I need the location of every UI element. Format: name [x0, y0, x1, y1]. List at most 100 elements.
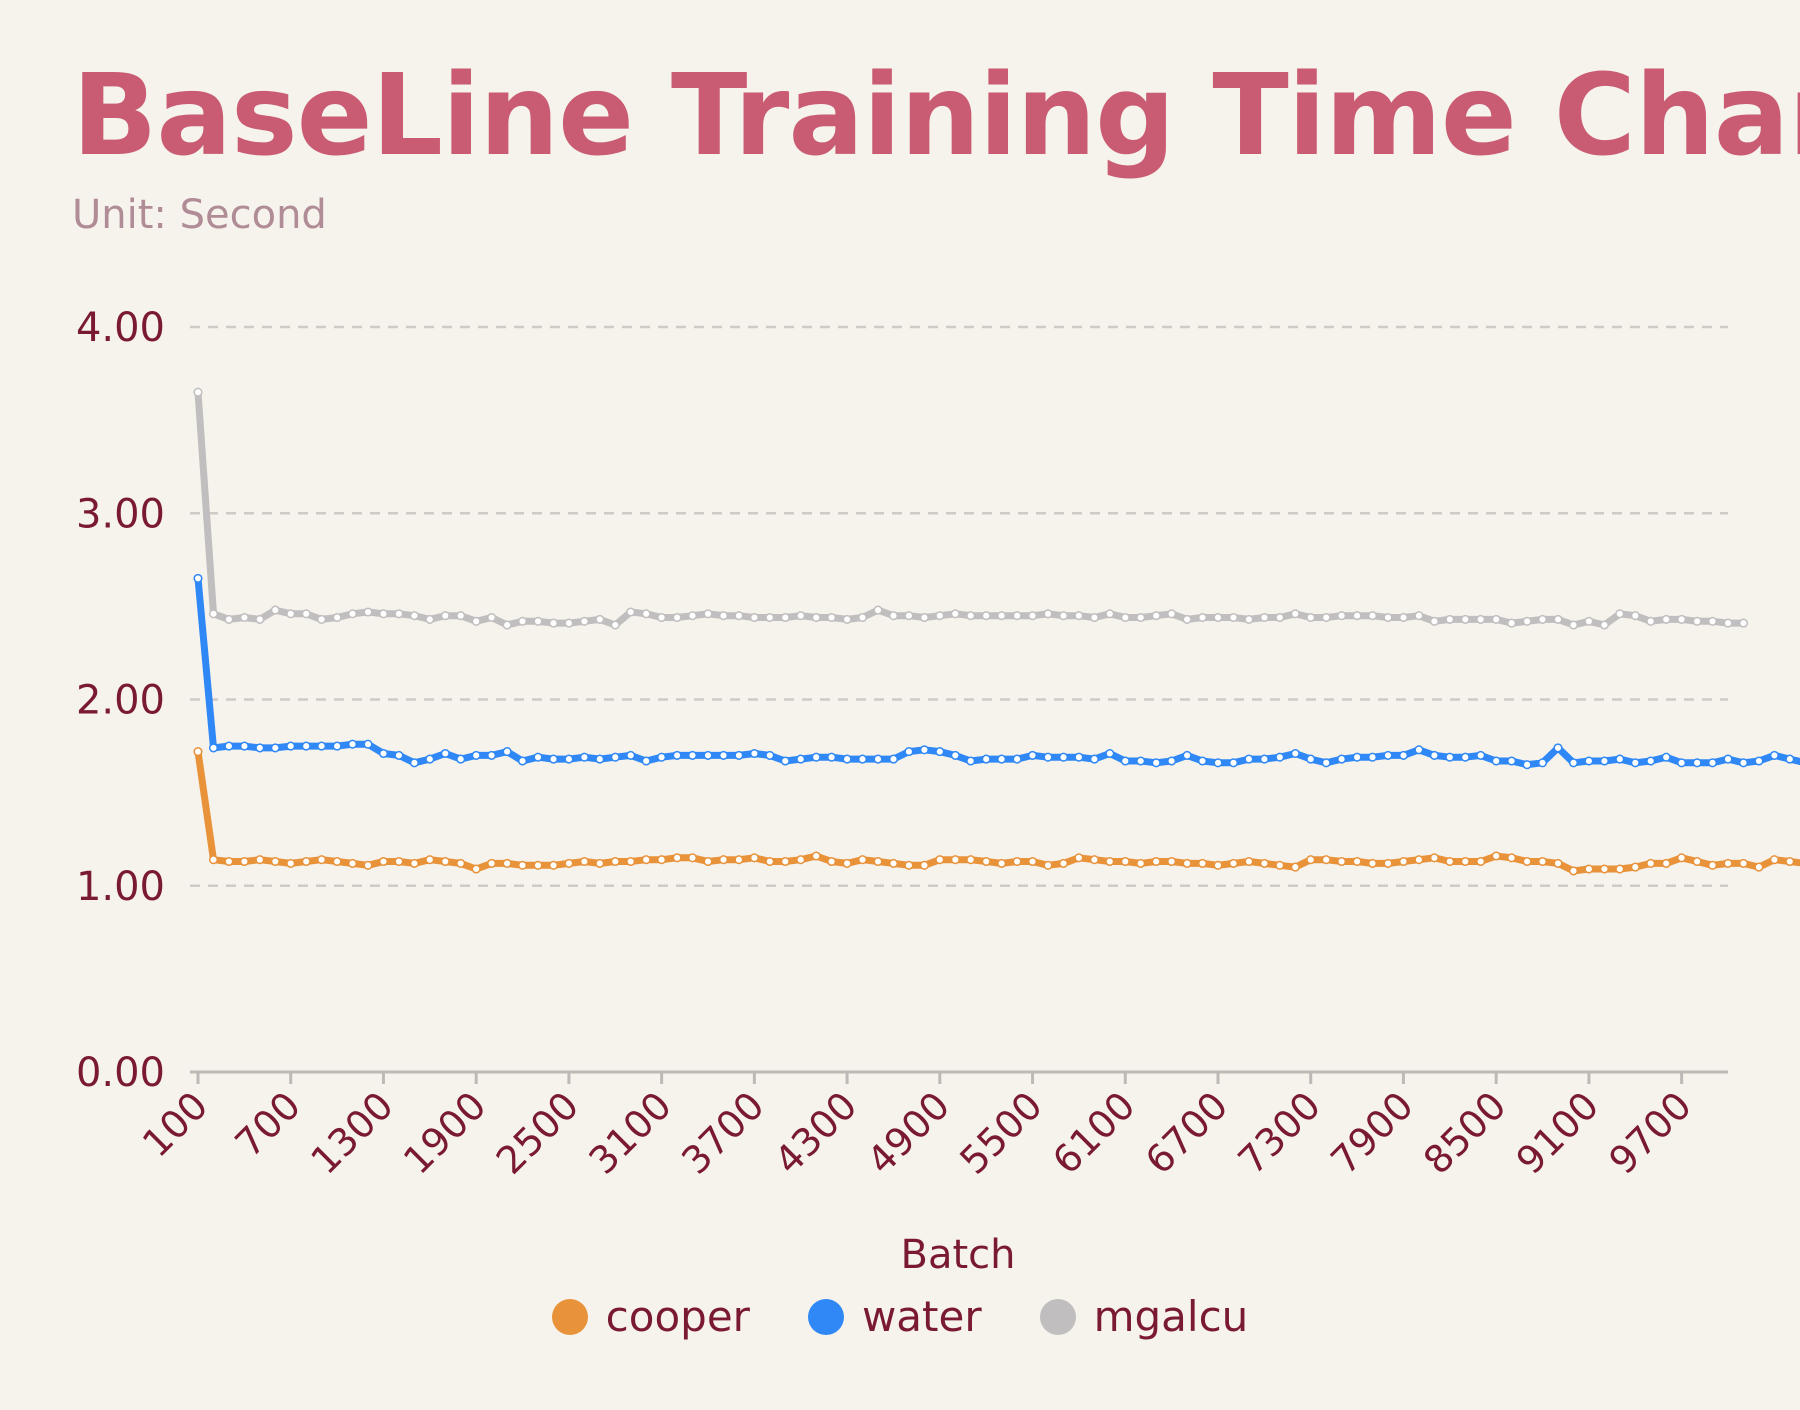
data-point[interactable] — [966, 855, 976, 865]
data-point[interactable] — [1197, 612, 1208, 623]
data-point[interactable] — [301, 609, 311, 619]
data-point[interactable] — [1661, 614, 1671, 624]
data-point[interactable] — [1522, 856, 1532, 867]
data-point[interactable] — [765, 750, 775, 760]
data-point[interactable] — [1012, 856, 1022, 867]
data-point[interactable] — [765, 612, 775, 623]
data-point[interactable] — [1738, 858, 1749, 868]
data-point[interactable] — [610, 620, 620, 630]
data-point[interactable] — [935, 747, 945, 757]
data-point[interactable] — [1553, 743, 1563, 753]
data-point[interactable] — [1398, 612, 1409, 623]
data-point[interactable] — [641, 756, 651, 766]
data-point[interactable] — [1677, 614, 1687, 624]
data-point[interactable] — [1491, 851, 1501, 861]
data-point[interactable] — [1290, 609, 1300, 619]
data-point[interactable] — [378, 856, 389, 867]
data-point[interactable] — [1723, 754, 1733, 764]
data-point[interactable] — [1429, 616, 1439, 626]
data-point[interactable] — [1259, 858, 1269, 868]
data-point[interactable] — [1599, 620, 1609, 630]
data-point[interactable] — [796, 855, 806, 865]
data-point[interactable] — [193, 387, 203, 397]
data-point[interactable] — [1692, 616, 1702, 626]
data-point[interactable] — [1337, 611, 1347, 621]
data-point[interactable] — [1352, 752, 1362, 762]
data-point[interactable] — [425, 614, 435, 624]
data-point[interactable] — [1167, 756, 1177, 766]
data-point[interactable] — [626, 750, 636, 760]
legend-item-cooper[interactable]: cooper — [551, 1292, 750, 1341]
data-point[interactable] — [1537, 614, 1548, 624]
data-point[interactable] — [1507, 618, 1517, 628]
data-point[interactable] — [471, 616, 481, 626]
data-point[interactable] — [904, 860, 914, 870]
data-point[interactable] — [347, 858, 358, 868]
data-point[interactable] — [1027, 611, 1038, 621]
data-point[interactable] — [1197, 858, 1208, 868]
data-point[interactable] — [409, 858, 419, 868]
data-point[interactable] — [347, 609, 358, 619]
data-point[interactable] — [657, 612, 667, 623]
data-point[interactable] — [579, 616, 589, 626]
data-point[interactable] — [1043, 609, 1053, 619]
data-point[interactable] — [1089, 612, 1099, 623]
data-point[interactable] — [1445, 752, 1455, 762]
data-point[interactable] — [981, 754, 991, 764]
data-point[interactable] — [1306, 855, 1316, 865]
data-point[interactable] — [1136, 858, 1146, 868]
data-point[interactable] — [610, 856, 620, 867]
data-point[interactable] — [1182, 858, 1192, 868]
data-point[interactable] — [1476, 614, 1486, 624]
data-point[interactable] — [239, 856, 249, 867]
data-point[interactable] — [579, 856, 589, 867]
data-point[interactable] — [1599, 864, 1609, 874]
data-point[interactable] — [193, 573, 203, 583]
data-point[interactable] — [270, 743, 280, 753]
data-point[interactable] — [548, 860, 559, 870]
data-point[interactable] — [1120, 756, 1130, 766]
data-point[interactable] — [842, 754, 852, 764]
data-point[interactable] — [1769, 855, 1779, 865]
data-point[interactable] — [966, 611, 976, 621]
data-point[interactable] — [1537, 758, 1548, 768]
data-point[interactable] — [1337, 856, 1347, 867]
data-point[interactable] — [193, 747, 203, 757]
data-point[interactable] — [1058, 752, 1069, 762]
data-point[interactable] — [657, 855, 667, 865]
data-point[interactable] — [657, 752, 667, 762]
data-point[interactable] — [1568, 866, 1579, 876]
data-point[interactable] — [487, 612, 497, 623]
data-point[interactable] — [888, 858, 899, 868]
data-point[interactable] — [1398, 856, 1409, 867]
data-point[interactable] — [1646, 756, 1656, 766]
data-point[interactable] — [687, 750, 698, 760]
data-point[interactable] — [208, 743, 219, 753]
data-point[interactable] — [1661, 752, 1671, 762]
data-point[interactable] — [456, 611, 466, 621]
data-point[interactable] — [533, 752, 543, 762]
data-point[interactable] — [672, 612, 682, 623]
data-point[interactable] — [1367, 611, 1378, 621]
data-point[interactable] — [749, 612, 759, 623]
data-point[interactable] — [1012, 611, 1022, 621]
data-point[interactable] — [286, 741, 296, 751]
data-point[interactable] — [718, 611, 729, 621]
data-point[interactable] — [981, 611, 991, 621]
data-point[interactable] — [1043, 752, 1053, 762]
data-point[interactable] — [1414, 611, 1424, 621]
data-point[interactable] — [1105, 856, 1115, 867]
data-point[interactable] — [1445, 856, 1455, 867]
data-point[interactable] — [1754, 756, 1764, 766]
data-point[interactable] — [363, 860, 373, 870]
data-point[interactable] — [1429, 750, 1439, 760]
data-point[interactable] — [1476, 750, 1486, 760]
data-point[interactable] — [626, 856, 636, 867]
data-point[interactable] — [610, 752, 620, 762]
data-point[interactable] — [1352, 856, 1362, 867]
data-point[interactable] — [1707, 616, 1718, 626]
data-point[interactable] — [1568, 758, 1579, 768]
data-point[interactable] — [765, 856, 775, 867]
data-point[interactable] — [1105, 609, 1115, 619]
data-point[interactable] — [394, 750, 404, 760]
